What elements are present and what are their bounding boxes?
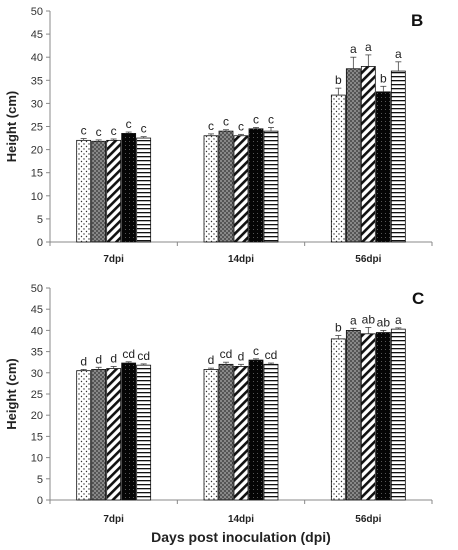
significance-letter: c	[96, 125, 102, 139]
y-axis-label: Height (cm)	[4, 358, 19, 430]
y-tick-label: 0	[37, 495, 43, 507]
bar	[375, 91, 391, 243]
significance-letter: c	[111, 124, 117, 138]
significance-letter: cd	[220, 347, 233, 361]
y-tick-label: 50	[31, 6, 43, 18]
bar	[76, 139, 92, 243]
significance-letter: a	[350, 313, 357, 327]
bar	[121, 362, 137, 501]
significance-letter: a	[350, 42, 357, 56]
significance-letter: c	[141, 122, 147, 136]
x-axis-label: Days post inoculation (dpi)	[151, 529, 331, 545]
bar	[121, 133, 137, 243]
panel-label: B	[411, 11, 423, 30]
y-tick-label: 35	[31, 75, 43, 87]
bar	[330, 94, 346, 243]
y-tick-label: 5	[37, 214, 43, 226]
y-tick-label: 5	[37, 474, 43, 486]
bar	[360, 333, 376, 501]
bar	[203, 369, 219, 501]
y-tick-label: 40	[31, 52, 43, 64]
significance-letter: d	[95, 352, 102, 366]
significance-letter: b	[335, 320, 342, 334]
bar	[218, 130, 234, 243]
bar	[91, 369, 107, 501]
bar	[218, 363, 234, 501]
y-tick-label: 15	[31, 431, 43, 443]
y-tick-label: 25	[31, 122, 43, 134]
bar	[375, 332, 391, 501]
significance-letter: c	[253, 112, 259, 126]
significance-letter: a	[395, 47, 402, 61]
bar	[136, 137, 152, 243]
y-tick-label: 45	[31, 29, 43, 41]
significance-letter: b	[335, 73, 342, 87]
y-tick-label: 30	[31, 98, 43, 110]
significance-letter: ab	[362, 312, 376, 326]
significance-letter: cd	[265, 348, 278, 362]
bar	[248, 128, 264, 243]
x-category-label: 56dpi	[355, 254, 381, 265]
bar	[345, 329, 361, 501]
bar	[233, 135, 249, 243]
bar	[106, 368, 122, 501]
bar	[233, 366, 249, 501]
x-category-label: 7dpi	[103, 514, 124, 525]
x-category-label: 7dpi	[103, 254, 124, 265]
bar	[263, 363, 279, 501]
significance-letter: c	[126, 117, 132, 131]
significance-letter: c	[238, 119, 244, 133]
significance-letter: b	[380, 71, 387, 85]
bar	[203, 135, 219, 243]
bar	[390, 328, 406, 501]
bar	[76, 370, 92, 501]
y-tick-label: 20	[31, 410, 43, 422]
significance-letter: c	[208, 119, 214, 133]
significance-letter: d	[238, 349, 245, 363]
y-tick-label: 0	[37, 237, 43, 249]
significance-letter: a	[365, 40, 372, 54]
y-tick-label: 50	[31, 283, 43, 295]
x-category-label: 56dpi	[355, 514, 381, 525]
significance-letter: cd	[122, 347, 135, 361]
bar	[360, 66, 376, 243]
y-tick-label: 35	[31, 347, 43, 359]
bar	[390, 70, 406, 243]
y-tick-label: 10	[31, 453, 43, 465]
bar	[91, 140, 107, 243]
significance-letter: d	[110, 351, 117, 365]
y-tick-label: 20	[31, 145, 43, 157]
bar	[345, 68, 361, 243]
y-tick-label: 45	[31, 304, 43, 316]
bar	[136, 364, 152, 501]
bar	[106, 139, 122, 243]
bar	[248, 359, 264, 501]
significance-letter: c	[223, 115, 229, 129]
significance-letter: c	[268, 112, 274, 126]
y-tick-label: 40	[31, 325, 43, 337]
y-tick-label: 30	[31, 368, 43, 380]
significance-letter: cd	[137, 349, 150, 363]
significance-letter: a	[395, 313, 402, 327]
y-tick-label: 15	[31, 168, 43, 180]
bar	[263, 130, 279, 243]
x-category-label: 14dpi	[228, 514, 254, 525]
significance-letter: ab	[377, 315, 391, 329]
x-category-label: 14dpi	[228, 254, 254, 265]
significance-letter: d	[80, 354, 87, 368]
significance-letter: c	[253, 344, 259, 358]
y-tick-label: 25	[31, 389, 43, 401]
bar	[330, 338, 346, 501]
panel-label: C	[412, 289, 424, 308]
significance-letter: d	[208, 353, 215, 367]
y-tick-label: 10	[31, 191, 43, 203]
y-axis-label: Height (cm)	[4, 91, 19, 163]
significance-letter: c	[81, 124, 87, 138]
